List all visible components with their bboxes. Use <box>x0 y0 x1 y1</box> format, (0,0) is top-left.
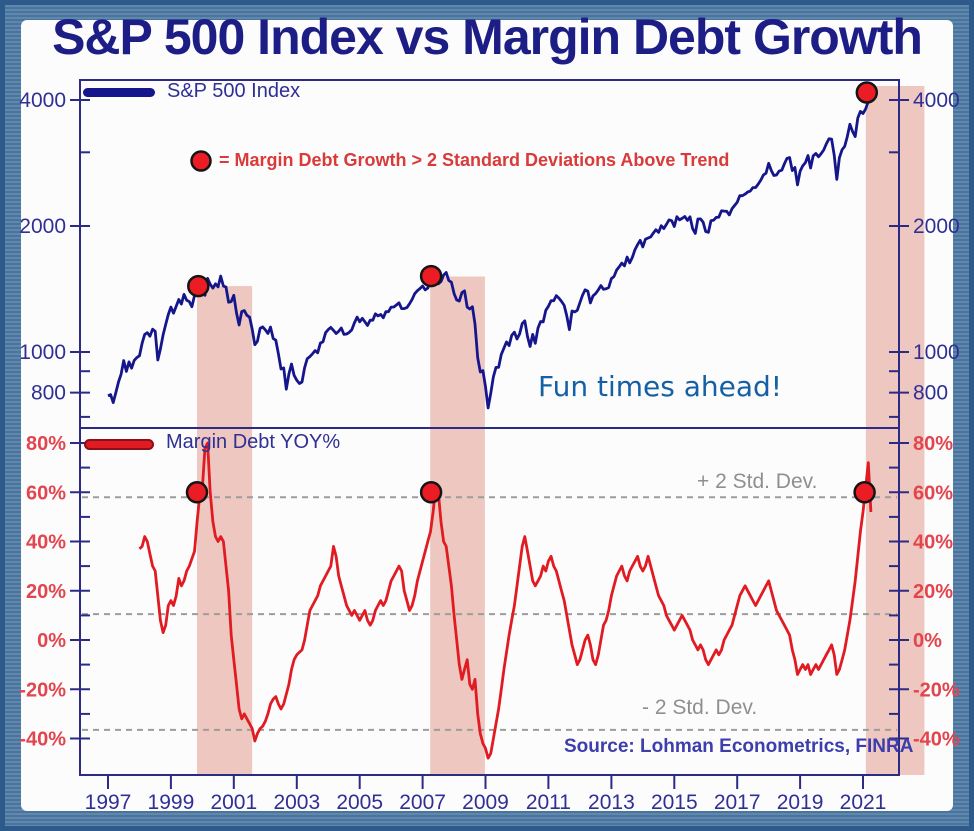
y-tick-label: 800 <box>31 382 66 405</box>
y-tick-label: 60% <box>913 482 953 504</box>
y-tick-label: 1000 <box>913 341 960 364</box>
chart-title: S&P 500 Index vs Margin Debt Growth <box>52 9 923 65</box>
y-tick-label: -40% <box>19 729 66 751</box>
x-tick-label: 2005 <box>336 791 383 814</box>
highlight-band <box>865 86 925 775</box>
sp500-line <box>107 91 873 410</box>
x-tick-label: 2015 <box>651 791 698 814</box>
x-tick-label: 1997 <box>85 791 132 814</box>
margin-alert-dot <box>419 264 443 288</box>
y-tick-label: -40% <box>913 729 960 751</box>
x-tick-label: 2007 <box>399 791 446 814</box>
y-tick-label: 40% <box>913 532 953 554</box>
legend-dot-icon <box>190 150 212 172</box>
chart-canvas <box>21 20 953 811</box>
x-tick-label: 2003 <box>273 791 320 814</box>
y-tick-label: 80% <box>913 433 953 455</box>
y-tick-label: 20% <box>913 581 953 603</box>
y-tick-label: 2000 <box>19 215 66 238</box>
y-tick-label: 40% <box>26 532 66 554</box>
legend-margin-yoy-label: Margin Debt YOY% <box>166 431 341 453</box>
margin-alert-dot <box>419 481 443 504</box>
annotation-minus-2sd: - 2 Std. Dev. <box>642 696 758 719</box>
margin-alert-dot <box>855 81 879 104</box>
x-tick-label: 2017 <box>714 791 761 814</box>
y-tick-label: -20% <box>19 679 66 701</box>
x-tick-label: 2009 <box>462 791 509 814</box>
x-tick-label: 2013 <box>588 791 635 814</box>
y-tick-label: 800 <box>913 382 948 405</box>
margin-alert-dot <box>187 274 210 298</box>
margin-alert-dot <box>853 481 876 504</box>
x-tick-label: 2001 <box>210 791 257 814</box>
legend-sp500-label: S&P 500 Index <box>167 80 301 102</box>
x-tick-label: 2011 <box>526 791 571 814</box>
x-tick-label: 2021 <box>840 791 887 814</box>
legend-margin-dot-label: = Margin Debt Growth > 2 Standard Deviat… <box>219 150 730 170</box>
y-tick-label: 0% <box>913 630 942 652</box>
x-tick-label: 1999 <box>148 791 195 814</box>
annotation-fun-times: Fun times ahead! <box>538 370 783 403</box>
y-tick-label: 2000 <box>913 215 960 238</box>
legend-margin-swatch <box>84 439 154 450</box>
y-tick-label: 20% <box>26 581 66 603</box>
y-tick-label: 4000 <box>19 89 66 112</box>
y-tick-label: 80% <box>26 433 66 455</box>
margin-debt-line <box>138 441 873 760</box>
y-tick-label: 0% <box>37 630 66 652</box>
x-tick-label: 2019 <box>777 791 824 814</box>
annotation-plus-2sd: + 2 Std. Dev. <box>697 470 818 493</box>
y-tick-label: 60% <box>26 482 66 504</box>
highlight-band <box>197 286 253 775</box>
y-tick-label: -20% <box>913 679 960 701</box>
y-tick-label: 4000 <box>913 89 960 112</box>
margin-alert-dot <box>185 481 209 504</box>
legend-sp500-swatch <box>83 88 155 97</box>
y-tick-label: 1000 <box>19 341 66 364</box>
annotation-source: Source: Lohman Econometrics, FINRA <box>564 736 914 757</box>
